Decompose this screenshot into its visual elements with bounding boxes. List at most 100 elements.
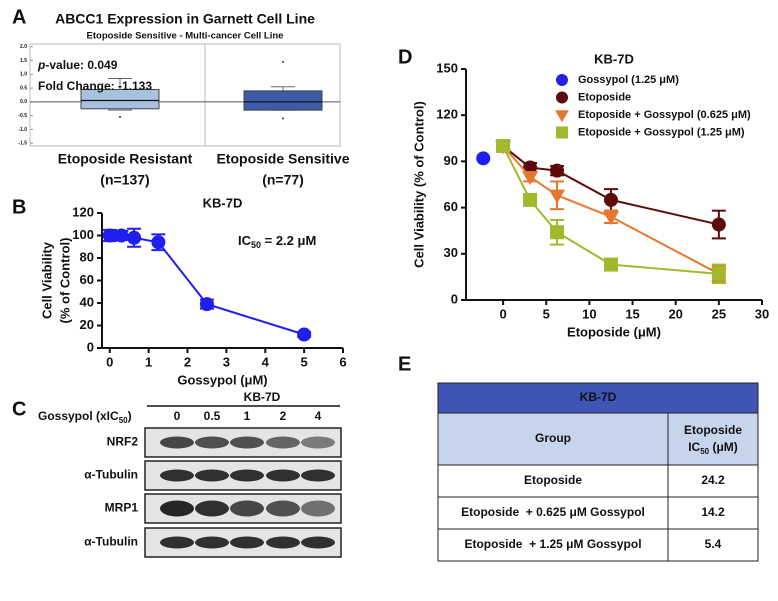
row-label: α-Tubulin [84, 468, 138, 482]
text-part: p [37, 58, 45, 72]
text-part: (μM) [709, 440, 738, 454]
marker [522, 171, 539, 186]
legend-label: Etoposide [578, 91, 631, 103]
panel-letter: C [12, 398, 26, 420]
x-axis-label: Etoposide (μM) [567, 324, 661, 339]
y-tick-label: -1.0 [18, 127, 27, 133]
annotation: IC50 = 2.2 μM [238, 233, 316, 250]
x-axis-label: Gossypol (μM) [177, 372, 267, 387]
text-part: = 2.2 μM [261, 233, 316, 248]
y-tick-label: 0 [87, 339, 94, 354]
x-tick-label: 3 [223, 354, 230, 369]
band [230, 469, 264, 482]
band [301, 436, 335, 449]
marker [151, 235, 166, 250]
marker [711, 217, 726, 232]
table-row [437, 464, 759, 498]
band [266, 500, 300, 517]
lane-label: 1 [244, 409, 251, 423]
y-tick-label: 100 [72, 227, 94, 242]
chart-title: ABCC1 Expression in Garnett Cell Line [55, 11, 315, 27]
band [195, 500, 229, 517]
band [160, 500, 194, 517]
category-note: (n=77) [262, 172, 304, 188]
table-row [437, 496, 759, 530]
marker [523, 160, 538, 175]
chart-title: KB-7D [203, 195, 243, 210]
y-tick-label: 60 [80, 272, 94, 287]
cell: 24.2 [701, 473, 725, 487]
box [80, 88, 160, 110]
outlier [119, 116, 121, 119]
legend-marker [555, 110, 569, 123]
marker [297, 327, 312, 342]
y-tick-label: 80 [80, 249, 94, 264]
outlier [282, 60, 284, 63]
y-tick-label: 20 [80, 317, 94, 332]
legend-marker [556, 91, 568, 104]
y-tick-label: 1.5 [20, 58, 27, 64]
panel-letter: B [12, 196, 26, 218]
band [266, 536, 300, 549]
column-label: Etoposide [684, 423, 742, 437]
marker [550, 163, 565, 178]
legend-label: Etoposide + Gossypol (0.625 μM) [578, 109, 751, 121]
text-part: -value: 0.049 [45, 58, 117, 72]
text-part: ) [128, 409, 132, 423]
table-row [437, 528, 759, 562]
x-tick-label: 0 [499, 306, 506, 321]
text-part: 50 [119, 416, 128, 425]
x-tick-label: 4 [262, 354, 270, 369]
row-label: NRF2 [107, 435, 139, 449]
band [230, 536, 264, 549]
marker [603, 192, 618, 207]
annotation: p-value: 0.049 [37, 58, 118, 72]
band [195, 436, 229, 449]
cell: Etoposide + 1.25 μM Gossypol [464, 537, 641, 551]
row-label: MRP1 [105, 501, 139, 515]
y-axis-label: (% of Control) [57, 238, 72, 324]
row-label: α-Tubulin [84, 535, 138, 549]
column-header [437, 412, 759, 466]
band [230, 500, 264, 517]
legend-label: Gossypol (1.25 μM) [578, 74, 679, 86]
band [195, 536, 229, 549]
band [266, 436, 300, 449]
marker [550, 225, 565, 240]
y-axis-label: Cell Viability (% of Control) [411, 101, 426, 268]
text-part: IC [688, 440, 700, 454]
table-title: KB-7D [580, 390, 617, 404]
y-tick-label: 120 [72, 204, 94, 219]
plot-frame [29, 43, 341, 147]
marker [199, 297, 214, 312]
lane-label: 4 [315, 409, 322, 423]
y-tick-label: 120 [436, 107, 458, 122]
category-label: Etoposide Sensitive [216, 151, 349, 167]
marker [603, 257, 618, 272]
panel-letter: E [398, 353, 411, 375]
x-tick-label: 2 [184, 354, 191, 369]
x-tick-label: 5 [301, 354, 308, 369]
legend-label: Etoposide + Gossypol (1.25 μM) [578, 126, 745, 138]
y-tick-label: 40 [80, 294, 94, 309]
box [243, 90, 323, 111]
y-axis-label: Cell Viability [39, 241, 54, 319]
band [160, 536, 194, 549]
marker [523, 192, 538, 207]
cell: 5.4 [705, 537, 722, 551]
cell: Etoposide [524, 473, 582, 487]
band [266, 469, 300, 482]
band [195, 469, 229, 482]
y-tick-label: 0.5 [20, 85, 27, 91]
text-part: IC [238, 233, 252, 248]
marker [127, 230, 142, 245]
x-tick-label: 10 [582, 306, 596, 321]
cell: 14.2 [701, 505, 725, 519]
band [301, 469, 335, 482]
x-tick-label: 5 [543, 306, 550, 321]
marker [548, 189, 566, 204]
marker [496, 139, 511, 153]
marker [102, 228, 117, 243]
band [230, 436, 264, 449]
